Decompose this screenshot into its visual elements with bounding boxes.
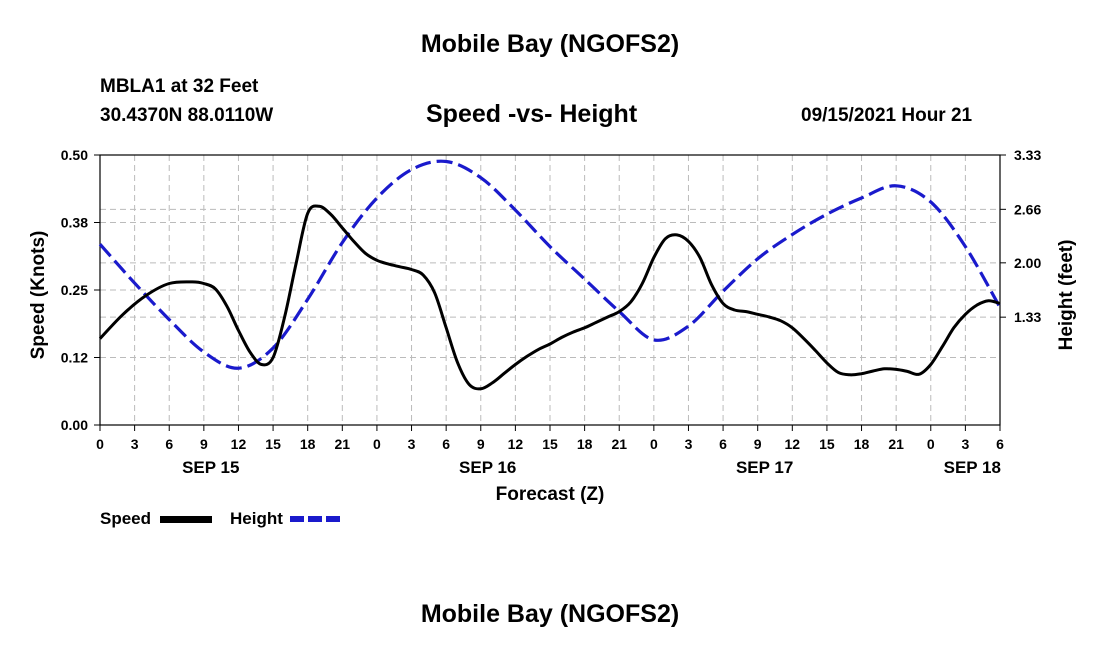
- y-axis-label: Speed (Knots): [28, 231, 49, 360]
- legend-height-label: Height: [230, 509, 283, 528]
- speed-series-line: [98, 204, 1001, 391]
- x-tick-label: 18: [300, 436, 316, 452]
- x-tick-label: 6: [719, 436, 727, 452]
- y-tick-label: 0.50: [61, 147, 88, 163]
- x-tick-label: 6: [165, 436, 173, 452]
- x-tick-label: 0: [373, 436, 381, 452]
- x-tick-label: 21: [611, 436, 627, 452]
- x-tick-label: 15: [819, 436, 835, 452]
- date-label: SEP 17: [736, 458, 793, 477]
- chart-title: Speed -vs- Height: [426, 100, 638, 128]
- y-tick-label: 0.00: [61, 417, 88, 433]
- y2-tick-label: 2.00: [1014, 255, 1041, 271]
- y2-tick-label: 2.66: [1014, 201, 1041, 217]
- coords-label: 30.4370N 88.0110W: [100, 105, 274, 126]
- x-tick-label: 9: [754, 436, 762, 452]
- x-tick-label: 12: [231, 436, 247, 452]
- x-tick-label: 18: [577, 436, 593, 452]
- footer-title: Mobile Bay (NGOFS2): [420, 600, 680, 628]
- legend-speed-label: Speed: [100, 509, 152, 528]
- y-tick-label: 0.25: [61, 282, 88, 298]
- x-tick-label: 21: [888, 436, 904, 452]
- x-tick-label: 3: [408, 436, 416, 452]
- x-tick-label: 0: [927, 436, 935, 452]
- x-tick-label: 6: [996, 436, 1004, 452]
- x-tick-label: 9: [200, 436, 208, 452]
- legend-height-swatch: [290, 516, 342, 522]
- x-tick-label: 12: [508, 436, 524, 452]
- x-tick-label: 3: [131, 436, 139, 452]
- date-label: SEP 16: [459, 458, 516, 477]
- y2-axis-label: Height (feet): [1056, 240, 1077, 351]
- x-tick-label: 6: [442, 436, 450, 452]
- x-tick-label: 18: [854, 436, 870, 452]
- y-tick-label: 0.12: [61, 350, 88, 366]
- x-tick-label: 15: [542, 436, 558, 452]
- x-tick-label: 0: [96, 436, 104, 452]
- height-series-line: [98, 159, 1002, 370]
- date-label: SEP 18: [944, 458, 1001, 477]
- x-tick-label: 0: [650, 436, 658, 452]
- x-tick-label: 15: [265, 436, 281, 452]
- x-tick-label: 3: [961, 436, 969, 452]
- station-label: MBLA1 at 32 Feet: [100, 76, 259, 97]
- y2-tick-label: 3.33: [1014, 147, 1041, 163]
- x-tick-label: 12: [785, 436, 801, 452]
- x-tick-label: 9: [477, 436, 485, 452]
- date-label: SEP 15: [182, 458, 239, 477]
- x-tick-label: 3: [685, 436, 693, 452]
- page-title: Mobile Bay (NGOFS2): [420, 30, 680, 58]
- y-tick-label: 0.38: [61, 215, 88, 231]
- x-axis-label: Forecast (Z): [496, 484, 605, 505]
- timestamp-label: 09/15/2021 Hour 21: [801, 105, 973, 126]
- x-tick-label: 21: [335, 436, 351, 452]
- legend-speed-swatch: [160, 516, 212, 523]
- y2-tick-label: 1.33: [1014, 309, 1041, 325]
